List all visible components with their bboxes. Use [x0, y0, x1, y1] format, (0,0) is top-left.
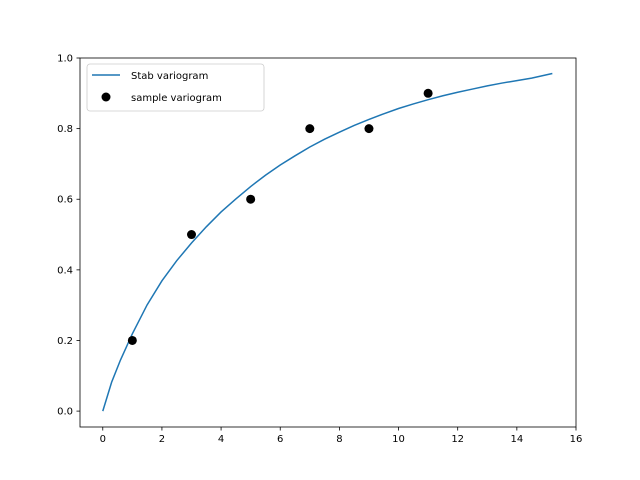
- sample-variogram-point: [187, 230, 197, 240]
- x-tick-label: 2: [159, 434, 165, 445]
- sample-variogram-point: [246, 194, 256, 204]
- sample-variogram-point: [127, 335, 137, 345]
- legend-label-line: Stab variogram: [131, 71, 208, 82]
- axes-frame: [79, 57, 577, 428]
- x-tick-label: 14: [510, 434, 523, 445]
- plot-area: [102, 72, 553, 412]
- x-tick-label: 4: [218, 434, 224, 445]
- legend-box: [86, 63, 265, 112]
- sample-variogram-point: [305, 124, 315, 134]
- y-tick-label: 0.2: [57, 336, 73, 347]
- x-axis: 0 2 4 6 8 10 12 14 16: [100, 427, 583, 445]
- x-tick-label: 0: [100, 434, 106, 445]
- y-tick-label: 0.6: [57, 195, 73, 206]
- legend-marker-swatch: [101, 92, 111, 102]
- sample-variogram-point: [423, 88, 433, 98]
- x-tick-label: 8: [336, 434, 342, 445]
- y-tick-label: 0.0: [57, 407, 73, 418]
- y-tick-label: 1.0: [57, 54, 73, 65]
- x-tick-label: 12: [451, 434, 464, 445]
- legend: Stab variogram sample variogram: [86, 63, 265, 112]
- series-line-stab-variogram: [102, 72, 553, 412]
- y-tick-label: 0.8: [57, 124, 73, 135]
- y-tick-label: 0.4: [57, 265, 73, 276]
- x-tick-label: 16: [570, 434, 583, 445]
- x-tick-label: 6: [277, 434, 283, 445]
- y-axis: 0.0 0.2 0.4 0.6 0.8 1.0: [57, 54, 80, 418]
- sample-variogram-point: [364, 124, 374, 134]
- legend-label-scatter: sample variogram: [131, 93, 222, 104]
- x-tick-label: 10: [392, 434, 405, 445]
